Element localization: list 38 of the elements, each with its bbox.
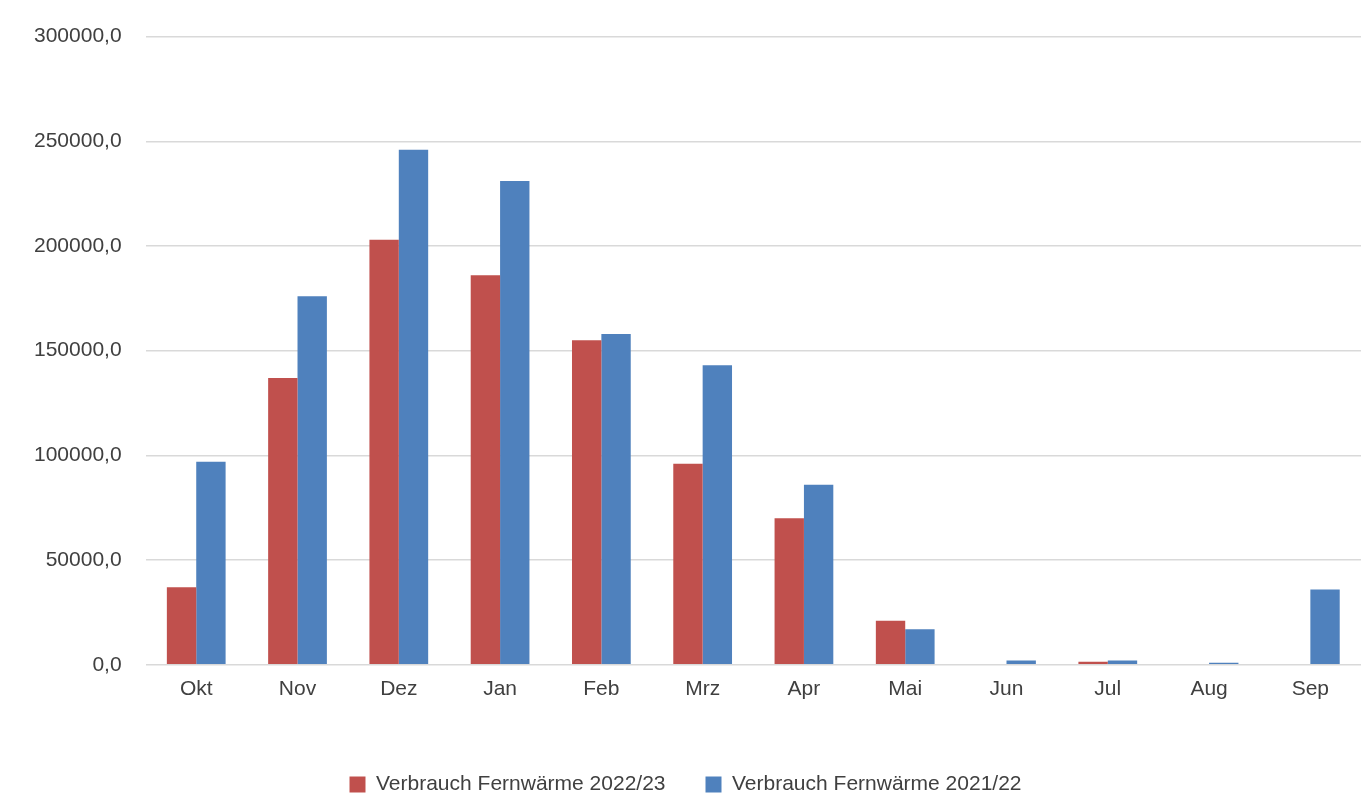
bar <box>398 149 429 665</box>
bar <box>905 629 935 665</box>
x-tick-label: Mrz <box>685 676 721 700</box>
x-tick-label: Jul <box>1094 676 1122 700</box>
y-tick-label: 0,0 <box>92 651 122 675</box>
x-tick-label: Nov <box>278 676 317 700</box>
bar <box>268 377 298 665</box>
bar <box>702 365 733 665</box>
bar <box>500 181 530 665</box>
bar <box>1310 589 1340 665</box>
bar <box>774 518 804 665</box>
y-tick-label: 200000,0 <box>34 232 122 256</box>
legend-label: Verbrauch Fernwärme 2022/23 <box>376 771 666 795</box>
bar <box>875 620 906 665</box>
x-tick-label: Jun <box>989 676 1024 700</box>
bar <box>196 461 226 665</box>
y-tick-label: 250000,0 <box>34 128 122 152</box>
bar <box>601 333 631 665</box>
bar <box>166 587 197 665</box>
bar <box>572 340 602 665</box>
x-tick-label: Feb <box>583 676 620 700</box>
bar <box>673 463 703 665</box>
legend-label: Verbrauch Fernwärme 2021/22 <box>732 771 1022 795</box>
y-tick-label: 100000,0 <box>34 442 122 466</box>
y-tick-label: 50000,0 <box>45 546 122 570</box>
bar <box>803 484 834 665</box>
y-tick-label: 150000,0 <box>34 337 122 361</box>
x-tick-label: Mai <box>888 676 923 700</box>
x-tick-label: Sep <box>1291 676 1330 700</box>
bar <box>470 275 501 665</box>
bar <box>297 296 327 665</box>
x-tick-label: Aug <box>1190 676 1228 700</box>
x-tick-label: Dez <box>380 676 418 700</box>
y-tick-label: 300000,0 <box>34 23 122 47</box>
x-tick-label: Jan <box>483 676 518 700</box>
x-tick-label: Okt <box>179 676 213 700</box>
bar <box>369 239 399 665</box>
x-tick-label: Apr <box>787 676 821 700</box>
